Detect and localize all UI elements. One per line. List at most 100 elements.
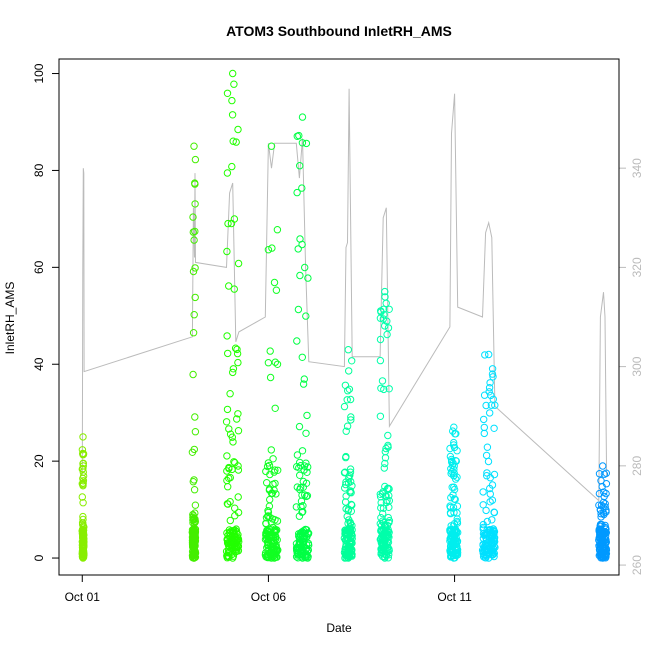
y-tick-label: 80 [32,163,46,177]
data-point-min [344,554,352,562]
data-point [190,236,198,244]
data-point [381,459,389,468]
data-point [232,527,241,536]
y2-tick-label: 300 [630,356,644,376]
data-point [486,490,494,498]
data-point [234,427,243,435]
point-cluster-7 [376,287,394,562]
point-cluster-1 [78,433,88,562]
data-point [270,278,279,287]
data-point [486,409,494,417]
x-tick-label: Oct 06 [251,590,287,604]
data-point [234,410,242,418]
data-point [596,520,605,529]
data-point [293,188,301,197]
point-cluster-6 [340,346,356,562]
data-point [377,538,385,547]
data-point [344,387,352,395]
y-axis-label: InletRH_AMS [3,282,17,355]
data-point-max [599,462,607,470]
data-point [481,351,489,359]
data-point [482,506,490,515]
data-point [304,274,312,282]
data-point [382,299,390,307]
data-point [266,347,274,355]
data-point [228,532,236,541]
data-point [223,169,232,177]
secondary-series-layer [81,88,608,502]
point-cluster-8 [446,423,462,562]
data-point [378,377,387,385]
chart-title: ATOM3 Southbound InletRH_AMS [226,23,452,39]
data-point [225,425,233,433]
data-point [376,412,385,420]
data-point [480,423,488,432]
data-point [262,519,270,527]
data-point [263,479,271,487]
data-point-min [298,554,307,562]
point-cluster-9 [478,350,499,562]
data-point [265,502,274,510]
data-point [600,544,608,552]
data-point [345,385,354,393]
data-point [597,510,605,518]
data-point [303,548,312,556]
secondary-series-line [81,88,608,502]
data-point [296,539,305,548]
data-point [340,402,349,411]
data-point [226,390,234,398]
data-point [79,474,87,483]
data-point [293,337,301,345]
y2-tick-label: 280 [630,456,644,476]
data-point [384,431,392,440]
data-point [343,396,351,404]
data-point [189,213,197,221]
data-point [376,356,385,365]
data-point [381,454,390,462]
data-point [296,271,304,280]
data-point [479,529,488,538]
data-point [271,532,280,540]
data-point [233,345,241,354]
data-point [302,492,311,501]
data-point [300,375,308,383]
data-point [265,461,274,470]
data-point [480,415,488,424]
data-point [483,472,491,480]
data-point [343,512,351,521]
data-point [448,461,457,470]
data-point [383,330,391,339]
data-point [482,401,490,410]
data-point [380,544,388,552]
data-point [488,370,497,378]
data-point [453,515,461,523]
data-point [483,443,492,451]
point-cluster-10 [595,462,611,562]
data-point [484,457,493,466]
data-point [263,534,271,543]
data-point [224,483,232,491]
data-point [189,510,197,519]
data-point [345,367,353,375]
data-point [229,438,237,446]
data-point-max [344,346,352,354]
data-point [296,471,304,479]
data-point [298,184,306,192]
data-point [453,502,462,510]
data-point [377,384,385,392]
data-point [602,506,610,514]
data-point [79,450,88,459]
data-point [383,540,391,548]
data-point [228,96,236,105]
data-point [79,499,87,507]
data-point [225,526,234,534]
data-point [234,125,242,134]
data-point [191,293,199,302]
data-point [343,535,352,543]
data-point [293,546,301,555]
data-point [348,521,356,530]
y-tick-label: 0 [32,554,46,561]
data-point [231,459,239,467]
data-point [231,526,239,534]
data-point [347,413,355,421]
